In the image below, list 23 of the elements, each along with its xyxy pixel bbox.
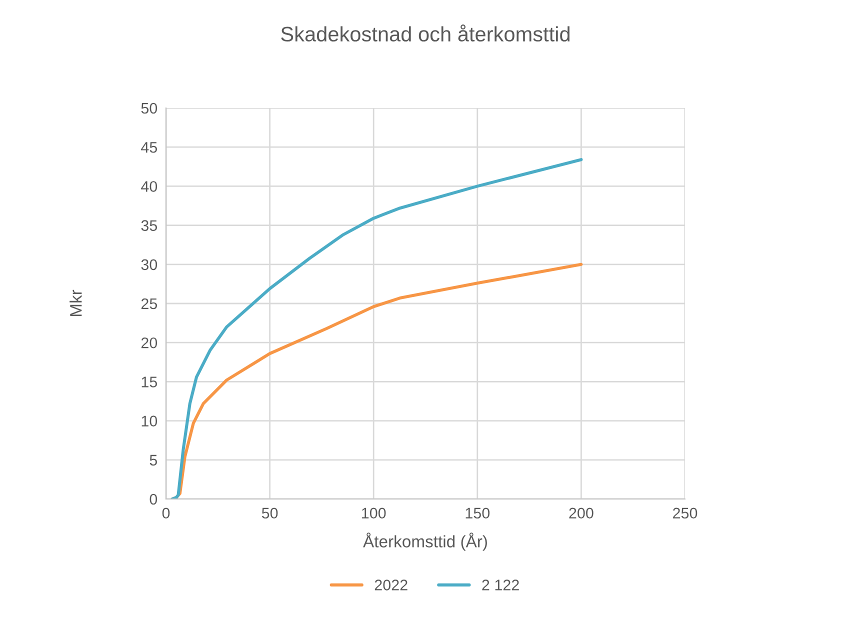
chart-title: Skadekostnad och återkomsttid	[281, 24, 570, 42]
x-tick-label: 250	[673, 508, 698, 519]
y-tick-label: 20	[141, 337, 158, 348]
y-tick-label: 35	[141, 220, 158, 231]
x-tick-label: 50	[262, 508, 278, 519]
y-tick-label: 50	[141, 102, 158, 114]
x-tick-label: 100	[362, 508, 386, 519]
y-tick-label: 25	[141, 298, 158, 310]
y-axis-title: Mkr	[70, 290, 82, 316]
y-tick-label: 30	[141, 259, 158, 270]
y-tick-label: 15	[142, 376, 158, 388]
y-tick-label: 45	[141, 142, 158, 153]
line-series	[170, 158, 583, 499]
y-tick-label: 40	[141, 181, 158, 192]
legend-label: 2 122	[482, 580, 519, 590]
x-tick-label: 0	[162, 508, 170, 519]
y-tick-label: 5	[150, 454, 158, 466]
legend-label: 2022	[374, 580, 408, 590]
x-tick-label: 150	[466, 508, 490, 519]
x-tick-label: 200	[569, 508, 594, 519]
y-tick-label: 0	[150, 494, 158, 505]
y-tick-label: 10	[142, 416, 158, 426]
x-axis-title: Återkomsttid (År)	[363, 532, 487, 551]
